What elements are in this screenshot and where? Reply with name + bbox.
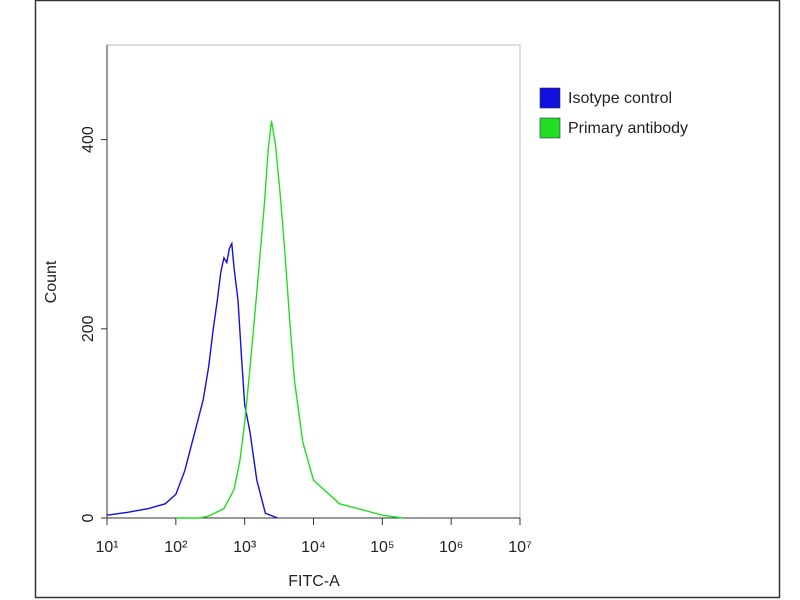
x-tick-label: 10⁷ — [508, 539, 532, 556]
y-tick-label: 200 — [80, 315, 97, 342]
legend-label: Primary antibody — [568, 120, 688, 137]
x-tick-label: 10⁵ — [370, 539, 394, 556]
x-tick-label: 10⁴ — [301, 539, 326, 556]
frame — [34, 0, 781, 599]
x-tick-label: 10¹ — [95, 539, 118, 556]
x-tick-label: 10⁶ — [439, 539, 463, 556]
x-tick-label: 10² — [164, 539, 188, 556]
y-tick-label: 400 — [80, 126, 97, 153]
series-line — [175, 120, 404, 519]
legend-label: Isotype control — [568, 90, 672, 107]
y-axis-label: Count — [43, 260, 60, 303]
legend-swatch — [539, 117, 561, 139]
x-tick-label: 10³ — [233, 539, 257, 556]
x-axis-label: FITC-A — [288, 573, 340, 590]
series-line — [106, 241, 278, 519]
plot-area — [106, 44, 521, 519]
legend-swatch — [539, 87, 561, 109]
y-tick-label: 0 — [80, 513, 97, 522]
